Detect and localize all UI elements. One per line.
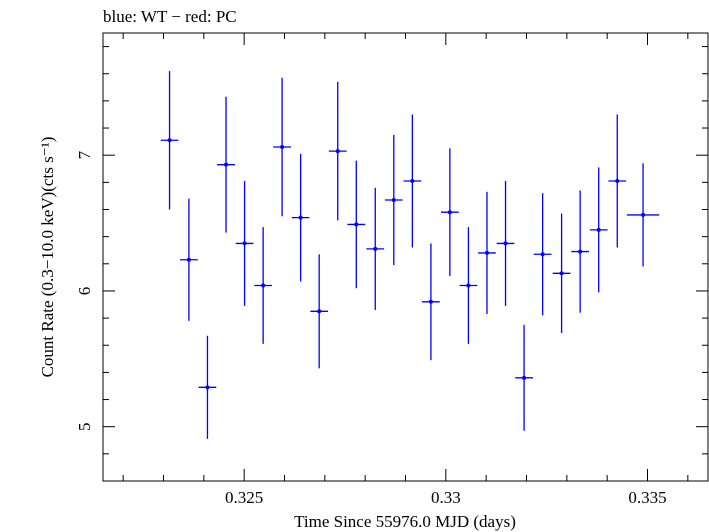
data-point bbox=[167, 138, 172, 143]
data-point bbox=[540, 252, 545, 257]
data-point bbox=[522, 375, 527, 380]
data-point bbox=[317, 309, 322, 314]
data-point bbox=[484, 250, 489, 255]
y-axis-label: Count Rate (0.3−10.0 keV)(cts s⁻¹) bbox=[38, 137, 57, 378]
data-point bbox=[298, 215, 303, 220]
data-point bbox=[335, 149, 340, 154]
data-point bbox=[261, 283, 266, 288]
x-tick-label: 0.325 bbox=[225, 488, 263, 507]
data-point bbox=[578, 249, 583, 254]
data-point bbox=[615, 178, 620, 183]
axis-ticks bbox=[103, 33, 708, 482]
y-tick-label: 6 bbox=[75, 287, 94, 296]
plot-frame bbox=[102, 32, 709, 482]
data-point bbox=[186, 257, 191, 262]
data-point bbox=[559, 271, 564, 276]
data-point bbox=[410, 178, 415, 183]
data-points bbox=[160, 71, 660, 439]
data-point bbox=[596, 227, 601, 232]
data-point bbox=[242, 241, 247, 246]
chart-title: blue: WT − red: PC bbox=[103, 7, 237, 26]
data-point bbox=[428, 299, 433, 304]
data-point bbox=[447, 210, 452, 215]
data-point bbox=[391, 197, 396, 202]
data-point bbox=[373, 246, 378, 251]
data-point bbox=[205, 385, 210, 390]
y-tick-label: 7 bbox=[75, 150, 94, 159]
data-point bbox=[280, 145, 285, 150]
x-axis-label: Time Since 55976.0 MJD (days) bbox=[294, 512, 516, 531]
data-point bbox=[354, 222, 359, 227]
data-point bbox=[224, 162, 229, 167]
y-tick-label: 5 bbox=[75, 422, 94, 431]
data-point bbox=[466, 283, 471, 288]
data-point bbox=[641, 212, 646, 217]
x-tick-label: 0.33 bbox=[431, 488, 461, 507]
data-point bbox=[503, 241, 508, 246]
axis-tick-labels: 0.325 0.33 0.335 5 6 7 bbox=[75, 150, 667, 507]
x-tick-label: 0.335 bbox=[628, 488, 666, 507]
